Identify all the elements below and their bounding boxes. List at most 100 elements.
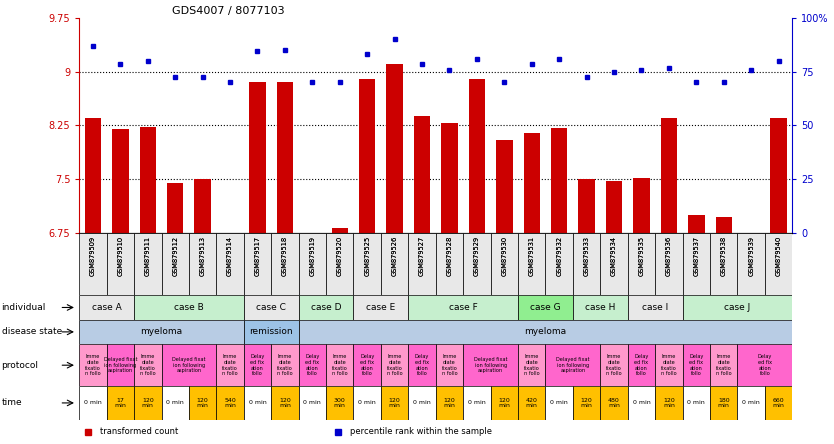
Text: GSM879535: GSM879535	[639, 236, 645, 276]
Text: Delay
ed fix
ation
follo: Delay ed fix ation follo	[635, 354, 649, 377]
FancyBboxPatch shape	[162, 386, 189, 420]
Text: 480
min: 480 min	[608, 397, 620, 408]
Text: Imme
diate
fixatio
n follo: Imme diate fixatio n follo	[661, 354, 676, 377]
Text: GSM879517: GSM879517	[254, 236, 260, 276]
FancyBboxPatch shape	[409, 344, 435, 386]
Text: 0 min: 0 min	[249, 400, 266, 405]
Text: case B: case B	[174, 303, 203, 312]
Text: 0 min: 0 min	[166, 400, 184, 405]
Text: GSM879529: GSM879529	[474, 236, 480, 276]
Text: percentile rank within the sample: percentile rank within the sample	[350, 427, 492, 436]
FancyBboxPatch shape	[463, 386, 490, 420]
Text: 300
min: 300 min	[334, 397, 346, 408]
Text: GSM879533: GSM879533	[584, 236, 590, 276]
FancyBboxPatch shape	[79, 295, 134, 320]
Text: GSM879509: GSM879509	[90, 236, 96, 276]
FancyBboxPatch shape	[189, 386, 216, 420]
Text: GSM879529: GSM879529	[474, 236, 480, 276]
Text: GSM879513: GSM879513	[199, 236, 206, 276]
Text: GDS4007 / 8077103: GDS4007 / 8077103	[172, 6, 284, 16]
FancyBboxPatch shape	[381, 386, 409, 420]
FancyBboxPatch shape	[299, 386, 326, 420]
FancyBboxPatch shape	[518, 386, 545, 420]
Bar	[386, 64, 403, 233]
Text: case D: case D	[311, 303, 341, 312]
Bar	[688, 215, 705, 233]
Text: Imme
diate
fixatio
n follo: Imme diate fixatio n follo	[441, 354, 457, 377]
FancyBboxPatch shape	[326, 344, 354, 386]
FancyBboxPatch shape	[162, 344, 216, 386]
FancyBboxPatch shape	[79, 233, 107, 295]
Text: 120
min: 120 min	[389, 397, 400, 408]
Text: Imme
diate
fixatio
n follo: Imme diate fixatio n follo	[222, 354, 238, 377]
Text: GSM879538: GSM879538	[721, 236, 726, 276]
Text: 120
min: 120 min	[499, 397, 510, 408]
Text: GSM879534: GSM879534	[611, 236, 617, 276]
FancyBboxPatch shape	[216, 233, 244, 295]
Text: GSM879510: GSM879510	[118, 236, 123, 276]
Text: time: time	[2, 398, 23, 408]
FancyBboxPatch shape	[628, 386, 656, 420]
Text: GSM879531: GSM879531	[529, 236, 535, 276]
FancyBboxPatch shape	[490, 386, 518, 420]
Text: Delay
ed fix
ation
follo: Delay ed fix ation follo	[689, 354, 704, 377]
Text: GSM879514: GSM879514	[227, 236, 233, 276]
FancyBboxPatch shape	[765, 386, 792, 420]
Text: case E: case E	[366, 303, 395, 312]
Text: 120
min: 120 min	[279, 397, 291, 408]
FancyBboxPatch shape	[299, 295, 354, 320]
Text: GSM879517: GSM879517	[254, 236, 260, 276]
Text: Delayed fixat
ion following
aspiration: Delayed fixat ion following aspiration	[103, 357, 137, 373]
Bar	[222, 233, 239, 238]
Text: Imme
diate
fixatio
n follo: Imme diate fixatio n follo	[524, 354, 540, 377]
Text: GSM879509: GSM879509	[90, 236, 96, 276]
Text: GSM879537: GSM879537	[693, 236, 700, 276]
FancyBboxPatch shape	[354, 295, 409, 320]
Text: GSM879539: GSM879539	[748, 236, 754, 276]
Text: case H: case H	[585, 303, 615, 312]
Text: GSM879520: GSM879520	[337, 236, 343, 277]
Text: case C: case C	[256, 303, 286, 312]
Text: case F: case F	[449, 303, 478, 312]
FancyBboxPatch shape	[656, 386, 682, 420]
Bar	[578, 179, 595, 233]
FancyBboxPatch shape	[435, 344, 463, 386]
FancyBboxPatch shape	[463, 233, 490, 295]
FancyBboxPatch shape	[628, 233, 656, 295]
Text: GSM879530: GSM879530	[501, 236, 507, 276]
Text: GSM879531: GSM879531	[529, 236, 535, 276]
Text: individual: individual	[2, 303, 46, 312]
FancyBboxPatch shape	[737, 386, 765, 420]
FancyBboxPatch shape	[162, 233, 189, 295]
Text: GSM879536: GSM879536	[666, 236, 672, 276]
Text: Imme
diate
fixatio
n follo: Imme diate fixatio n follo	[140, 354, 156, 377]
Text: 0 min: 0 min	[468, 400, 485, 405]
Text: GSM879526: GSM879526	[392, 236, 398, 277]
FancyBboxPatch shape	[354, 233, 381, 295]
FancyBboxPatch shape	[299, 344, 326, 386]
FancyBboxPatch shape	[600, 344, 628, 386]
Text: GSM879540: GSM879540	[776, 236, 781, 277]
FancyBboxPatch shape	[299, 233, 326, 295]
Text: GSM879513: GSM879513	[199, 236, 206, 276]
Bar	[304, 233, 320, 235]
Bar	[605, 181, 622, 233]
FancyBboxPatch shape	[545, 386, 573, 420]
FancyBboxPatch shape	[710, 386, 737, 420]
Text: 0 min: 0 min	[84, 400, 102, 405]
FancyBboxPatch shape	[381, 233, 409, 295]
Text: GSM879535: GSM879535	[639, 236, 645, 276]
Text: 17
min: 17 min	[114, 397, 126, 408]
Text: GSM879525: GSM879525	[364, 236, 370, 277]
FancyBboxPatch shape	[710, 233, 737, 295]
FancyBboxPatch shape	[216, 386, 244, 420]
Bar	[524, 133, 540, 233]
Bar	[469, 79, 485, 233]
Text: Imme
diate
fixatio
n follo: Imme diate fixatio n follo	[716, 354, 731, 377]
Text: 660
min: 660 min	[772, 397, 785, 408]
FancyBboxPatch shape	[79, 344, 107, 386]
Text: GSM879534: GSM879534	[611, 236, 617, 276]
FancyBboxPatch shape	[107, 344, 134, 386]
FancyBboxPatch shape	[518, 233, 545, 295]
Text: GSM879530: GSM879530	[501, 236, 507, 276]
